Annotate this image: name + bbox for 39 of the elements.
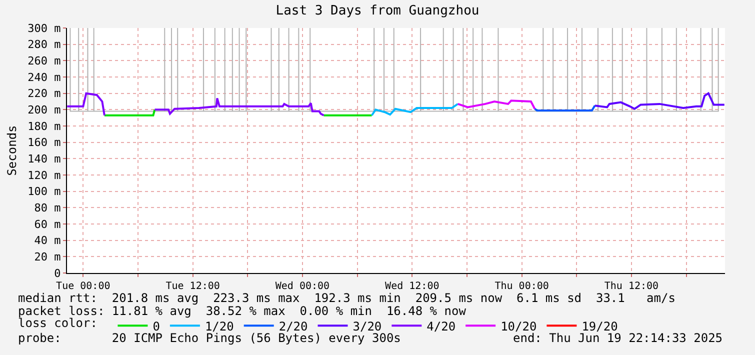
x-tick-label: Tue 12:00 bbox=[166, 281, 220, 292]
text: packet loss: 11.81 % avg 38.52 % max 0.00 % min 16.48 % now bbox=[18, 304, 467, 318]
y-tick-label: 140 m bbox=[28, 152, 62, 166]
y-tick-label: 200 m bbox=[28, 104, 62, 117]
chart-title: Last 3 Days from Guangzhou bbox=[276, 3, 480, 18]
y-tick-label: 300 m bbox=[28, 22, 62, 35]
text: median rtt: 201.8 ms avg 223.3 ms max 192.3 ms min 209.5 ms now 6.1 ms sd 33.1 am/s bbox=[18, 291, 676, 305]
legend-label: 19/20 bbox=[582, 319, 618, 334]
y-tick-label: 100 m bbox=[28, 185, 62, 198]
y-tick-label: 60 m bbox=[34, 218, 62, 231]
text: probe: 20 ICMP Echo Pings (56 Bytes) every 300s bbox=[18, 331, 401, 345]
y-tick-label: 40 m bbox=[34, 234, 62, 248]
y-tick-label: 160 m bbox=[28, 136, 62, 150]
legend-title: loss color: bbox=[18, 316, 105, 330]
x-tick-label: Tue 00:00 bbox=[56, 281, 110, 292]
legend-label: 1/20 bbox=[204, 319, 234, 334]
y-tick-label: 0 bbox=[54, 266, 61, 280]
y-tick-label: 220 m bbox=[28, 87, 62, 100]
y-tick-label: 80 m bbox=[34, 202, 62, 215]
line-series bbox=[456, 100, 536, 110]
y-tick-label: 180 m bbox=[28, 120, 62, 133]
y-tick-label: 260 m bbox=[28, 54, 62, 68]
y-axis-title: Seconds bbox=[4, 125, 19, 176]
y-tick-label: 280 m bbox=[28, 38, 62, 52]
line-series bbox=[370, 102, 459, 116]
x-tick-label: Thu 12:00 bbox=[604, 281, 659, 292]
legend-label: 0 bbox=[152, 319, 160, 334]
text: end: Thu Jun 19 22:14:33 2025 bbox=[513, 331, 723, 345]
legend-label: 2/20 bbox=[278, 319, 308, 334]
y-tick-label: 120 m bbox=[28, 168, 62, 182]
y-tick-label: 20 m bbox=[34, 250, 62, 264]
legend-label: 3/20 bbox=[352, 319, 382, 334]
legend-label: 4/20 bbox=[426, 319, 456, 334]
line-series bbox=[594, 92, 725, 110]
legend-label: 10/20 bbox=[500, 319, 537, 334]
x-tick-label: Thu 00:00 bbox=[494, 281, 549, 292]
x-tick-label: Wed 00:00 bbox=[275, 281, 330, 292]
y-tick-label: 240 m bbox=[28, 70, 62, 84]
x-tick-label: Wed 12:00 bbox=[385, 281, 440, 292]
